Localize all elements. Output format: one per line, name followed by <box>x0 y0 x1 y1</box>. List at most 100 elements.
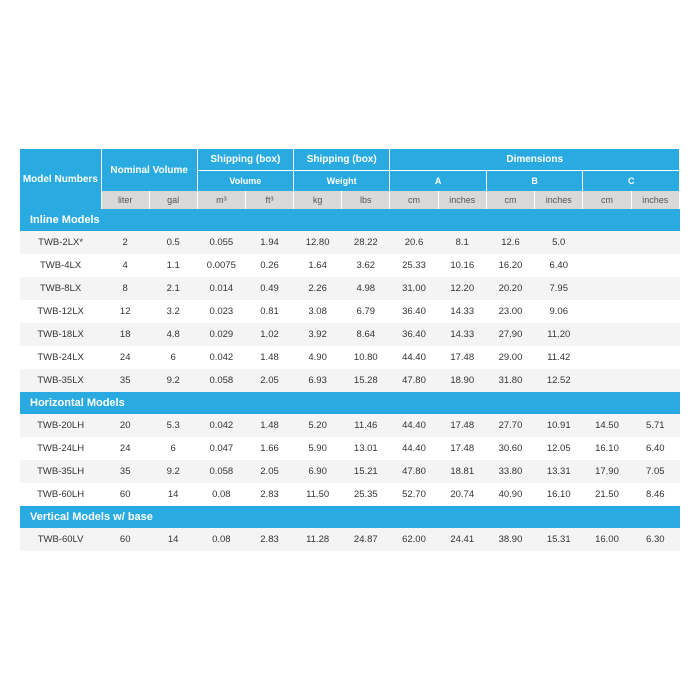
value-cell: 0.058 <box>197 369 245 392</box>
value-cell: 62.00 <box>390 528 438 551</box>
table-row: TWB-20LH205.30.0421.485.2011.4644.4017.4… <box>20 414 680 437</box>
value-cell <box>583 323 631 346</box>
value-cell: 0.08 <box>197 528 245 551</box>
table-row: TWB-60LV60140.082.8311.2824.8762.0024.41… <box>20 528 680 551</box>
value-cell <box>631 300 679 323</box>
value-cell: 16.10 <box>583 437 631 460</box>
value-cell: 1.48 <box>246 414 294 437</box>
value-cell: 0.26 <box>246 254 294 277</box>
value-cell: 3.62 <box>342 254 390 277</box>
value-cell: 3.92 <box>294 323 342 346</box>
table-row: TWB-35LX359.20.0582.056.9315.2847.8018.9… <box>20 369 680 392</box>
value-cell <box>631 277 679 300</box>
value-cell: 24 <box>101 437 149 460</box>
table-header: Model Numbers Nominal Volume Shipping (b… <box>20 149 680 209</box>
value-cell: 5.0 <box>535 231 583 254</box>
value-cell: 44.40 <box>390 346 438 369</box>
value-cell: 2.83 <box>246 483 294 506</box>
value-cell: 27.70 <box>486 414 534 437</box>
value-cell: 0.058 <box>197 460 245 483</box>
unit-m3: m³ <box>197 191 245 209</box>
model-cell: TWB-60LV <box>20 528 101 551</box>
model-cell: TWB-35LX <box>20 369 101 392</box>
value-cell: 3.08 <box>294 300 342 323</box>
value-cell: 47.80 <box>390 369 438 392</box>
value-cell: 4.8 <box>149 323 197 346</box>
value-cell <box>583 346 631 369</box>
value-cell: 11.20 <box>535 323 583 346</box>
value-cell: 35 <box>101 460 149 483</box>
value-cell: 0.49 <box>246 277 294 300</box>
value-cell: 0.08 <box>197 483 245 506</box>
value-cell: 16.10 <box>535 483 583 506</box>
model-cell: TWB-4LX <box>20 254 101 277</box>
value-cell: 18.81 <box>438 460 486 483</box>
unit-cm-b: cm <box>486 191 534 209</box>
unit-liter: liter <box>101 191 149 209</box>
value-cell: 0.5 <box>149 231 197 254</box>
unit-kg: kg <box>294 191 342 209</box>
value-cell: 8.64 <box>342 323 390 346</box>
value-cell: 0.055 <box>197 231 245 254</box>
value-cell: 25.33 <box>390 254 438 277</box>
value-cell: 5.90 <box>294 437 342 460</box>
value-cell: 17.90 <box>583 460 631 483</box>
value-cell: 17.48 <box>438 346 486 369</box>
model-cell: TWB-24LX <box>20 346 101 369</box>
value-cell: 0.029 <box>197 323 245 346</box>
value-cell: 60 <box>101 528 149 551</box>
value-cell: 44.40 <box>390 414 438 437</box>
value-cell: 4.90 <box>294 346 342 369</box>
value-cell: 9.2 <box>149 369 197 392</box>
value-cell: 14 <box>149 483 197 506</box>
table-row: TWB-8LX82.10.0140.492.264.9831.0012.2020… <box>20 277 680 300</box>
value-cell: 13.31 <box>535 460 583 483</box>
unit-in-b: inches <box>535 191 583 209</box>
value-cell: 47.80 <box>390 460 438 483</box>
model-cell: TWB-8LX <box>20 277 101 300</box>
value-cell: 0.81 <box>246 300 294 323</box>
value-cell: 14.50 <box>583 414 631 437</box>
table-row: TWB-4LX41.10.00750.261.643.6225.3310.161… <box>20 254 680 277</box>
table-row: TWB-12LX123.20.0230.813.086.7936.4014.33… <box>20 300 680 323</box>
value-cell: 18.90 <box>438 369 486 392</box>
spec-table: Model Numbers Nominal Volume Shipping (b… <box>20 149 680 551</box>
value-cell: 10.91 <box>535 414 583 437</box>
value-cell: 1.64 <box>294 254 342 277</box>
value-cell: 0.023 <box>197 300 245 323</box>
value-cell: 0.047 <box>197 437 245 460</box>
value-cell <box>583 277 631 300</box>
value-cell: 6.40 <box>631 437 679 460</box>
value-cell: 2 <box>101 231 149 254</box>
value-cell: 11.28 <box>294 528 342 551</box>
value-cell: 12.52 <box>535 369 583 392</box>
value-cell: 14.33 <box>438 300 486 323</box>
value-cell: 1.48 <box>246 346 294 369</box>
value-cell <box>631 254 679 277</box>
value-cell: 3.2 <box>149 300 197 323</box>
value-cell <box>631 346 679 369</box>
value-cell: 15.21 <box>342 460 390 483</box>
value-cell <box>583 231 631 254</box>
value-cell: 5.71 <box>631 414 679 437</box>
value-cell: 6.30 <box>631 528 679 551</box>
hdr-dim-c: C <box>583 171 680 192</box>
hdr-dims: Dimensions <box>390 149 680 171</box>
value-cell: 6 <box>149 437 197 460</box>
hdr-shipwt-sub: Weight <box>294 171 390 192</box>
table-row: TWB-60LH60140.082.8311.5025.3552.7020.74… <box>20 483 680 506</box>
unit-lbs: lbs <box>342 191 390 209</box>
value-cell: 5.20 <box>294 414 342 437</box>
model-cell: TWB-2LX* <box>20 231 101 254</box>
value-cell: 9.06 <box>535 300 583 323</box>
value-cell: 20.20 <box>486 277 534 300</box>
hdr-dim-b: B <box>486 171 583 192</box>
value-cell: 30.60 <box>486 437 534 460</box>
value-cell: 5.3 <box>149 414 197 437</box>
value-cell: 4.98 <box>342 277 390 300</box>
hdr-nominal: Nominal Volume <box>101 149 197 191</box>
model-cell: TWB-35LH <box>20 460 101 483</box>
table-row: TWB-35LH359.20.0582.056.9015.2147.8018.8… <box>20 460 680 483</box>
section-title: Vertical Models w/ base <box>20 506 680 528</box>
value-cell: 12.6 <box>486 231 534 254</box>
